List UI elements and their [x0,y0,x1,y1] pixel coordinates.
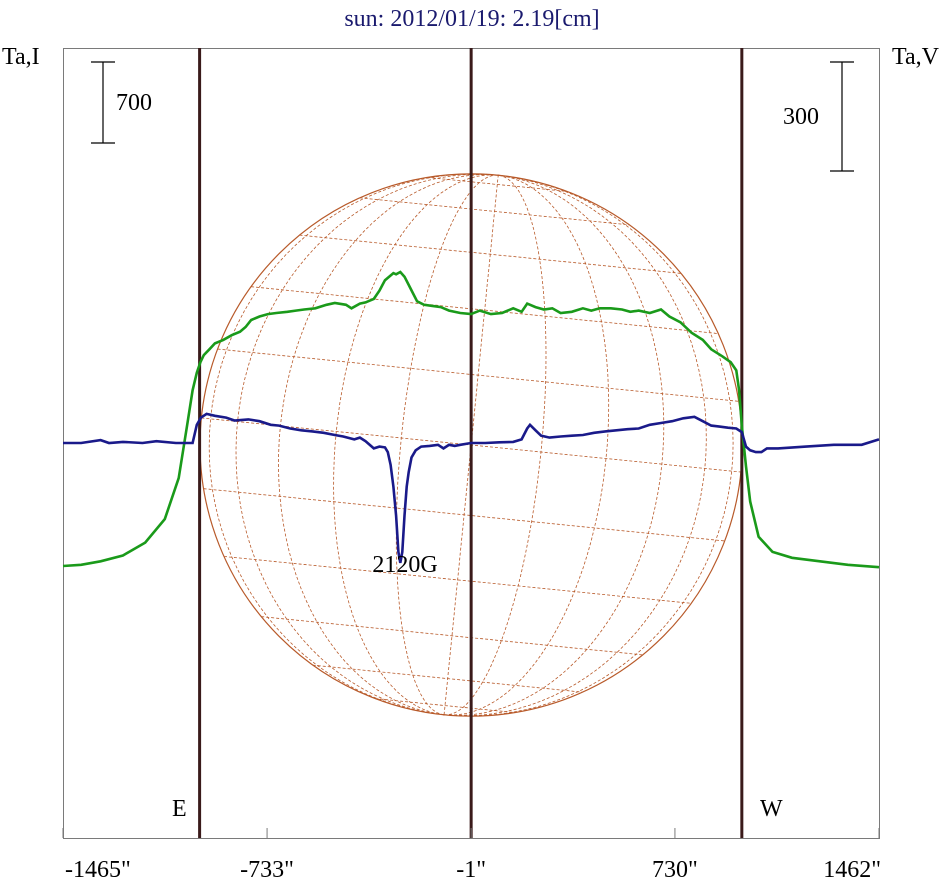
x-tick-label: 730" [652,857,698,883]
left-axis-label: Ta,I [2,44,40,70]
disk-meridian [333,174,499,716]
west-limb-label: W [760,796,783,822]
disk-parallel [427,177,568,192]
polarization-series-line [63,412,880,564]
left-scale-bar [91,61,115,144]
disk-parallel [251,286,719,334]
disk-meridian [208,173,499,716]
right-axis-label: Ta,V [892,44,940,70]
x-tick-label: -733" [240,857,294,883]
disk-meridian [444,174,547,716]
east-limb-label: E [172,796,187,822]
disk-meridian [235,173,499,716]
x-tick-label: -1" [456,857,486,883]
right-scale-bar [830,61,854,172]
x-tick-label: 1462" [823,857,881,883]
disk-parallel [261,616,643,656]
disk-meridian [444,174,707,717]
disk-meridian [444,174,734,717]
chart-title: sun: 2012/01/19: 2.19[cm] [344,6,599,32]
intensity-series-line [62,270,880,569]
disk-meridian [444,174,665,716]
disk-meridian [444,174,610,716]
right-scale-label: 300 [783,104,819,130]
x-tick-label: -1465" [65,857,131,883]
disk-meridian [395,174,499,716]
left-scale-label: 700 [116,90,152,116]
source-annotation: 2120G [372,552,437,578]
x-axis-ticks: -1465" -733" -1" 730" 1462" [62,828,881,883]
